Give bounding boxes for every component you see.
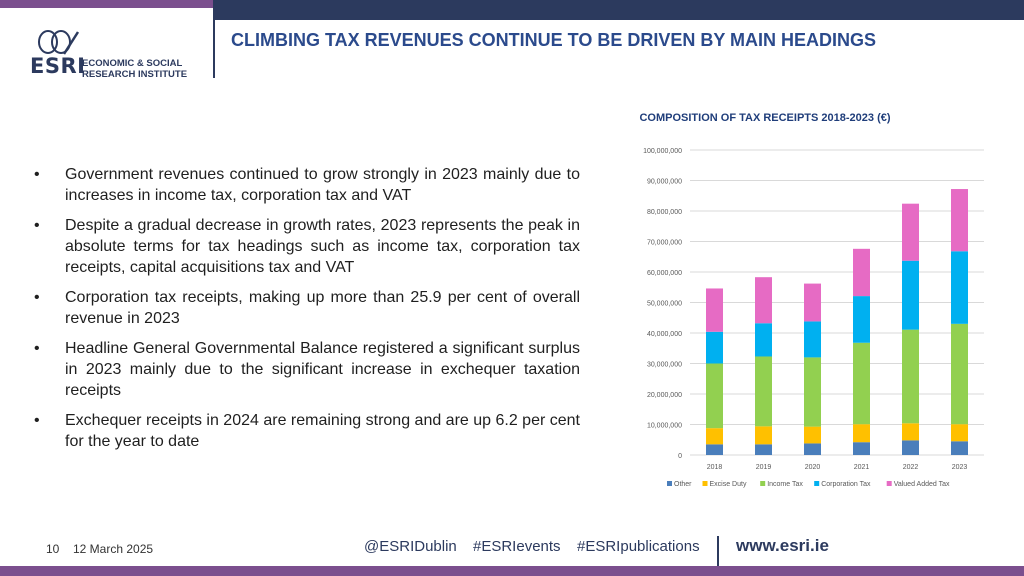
website-link[interactable]: www.esri.ie bbox=[736, 536, 829, 555]
bar-segment bbox=[853, 296, 870, 343]
bar-segment bbox=[755, 426, 772, 445]
bar-segment bbox=[755, 444, 772, 455]
bar-segment bbox=[853, 248, 870, 297]
y-tick-label: 20,000,000 bbox=[647, 392, 682, 399]
bar-segment bbox=[853, 442, 870, 455]
bar-segment bbox=[706, 363, 723, 429]
bar-segment bbox=[804, 283, 821, 322]
logo-acronym: ESRI bbox=[30, 54, 86, 78]
bullet-dot: • bbox=[34, 166, 40, 183]
y-tick-label: 10,000,000 bbox=[647, 423, 682, 430]
y-tick-label: 0 bbox=[678, 453, 682, 460]
y-tick-label: 30,000,000 bbox=[647, 362, 682, 369]
bullet-text: Despite a gradual decrease in growth rat… bbox=[65, 217, 580, 276]
legend-swatch bbox=[702, 481, 708, 486]
social-handle-link[interactable]: @ESRIDublin bbox=[364, 538, 457, 555]
bullet-text: Headline General Governmental Balance re… bbox=[65, 340, 580, 399]
legend-swatch bbox=[760, 481, 766, 486]
y-tick-label: 90,000,000 bbox=[647, 179, 682, 186]
hashtag-events-link[interactable]: #ESRIevents bbox=[473, 538, 561, 555]
bar-segment bbox=[804, 426, 821, 444]
y-tick-label: 100,000,000 bbox=[643, 148, 682, 155]
slide-date: 12 March 2025 bbox=[73, 542, 154, 556]
bar-segment bbox=[853, 424, 870, 443]
bar-segment bbox=[804, 443, 821, 455]
esri-logo[interactable]: ESRI ECONOMIC & SOCIAL RESEARCH INSTITUT… bbox=[30, 28, 210, 80]
bar-segment bbox=[804, 357, 821, 427]
y-tick-label: 40,000,000 bbox=[647, 331, 682, 338]
bar-segment bbox=[951, 323, 968, 425]
legend-swatch bbox=[886, 481, 892, 486]
y-tick-label: 80,000,000 bbox=[647, 209, 682, 216]
bullet-dot: • bbox=[34, 217, 40, 234]
footer-accent-bar bbox=[0, 566, 1024, 576]
legend-label: Excise Duty bbox=[710, 481, 747, 488]
bar-segment bbox=[853, 342, 870, 425]
bar-segment bbox=[902, 423, 919, 441]
slide-number: 10 bbox=[46, 542, 60, 556]
stacked-bar-chart: 0 10,000,000 20,000,000 30,000,000 40,000,00… bbox=[643, 148, 984, 488]
footer-divider bbox=[717, 536, 719, 566]
y-tick-label: 70,000,000 bbox=[647, 240, 682, 247]
bar-segment bbox=[902, 260, 919, 330]
bullet-dot: • bbox=[34, 412, 40, 429]
bar-segment bbox=[902, 440, 919, 455]
bar-segment bbox=[951, 189, 968, 252]
legend-label: Corporation Tax bbox=[821, 481, 871, 488]
legend-swatch bbox=[667, 481, 672, 486]
bullet-list: • Government revenues continued to grow s… bbox=[34, 164, 580, 461]
logo-divider bbox=[213, 20, 215, 78]
legend-swatch bbox=[814, 481, 820, 486]
logo-text-line1: ECONOMIC & SOCIAL bbox=[82, 58, 183, 69]
x-tick-label: 2021 bbox=[854, 464, 870, 471]
bullet-item: • Headline General Governmental Balance r… bbox=[34, 338, 580, 401]
bullet-text: Corporation tax receipts, making up more… bbox=[65, 289, 580, 327]
bar-segment bbox=[706, 444, 723, 455]
bullet-dot: • bbox=[34, 289, 40, 306]
bar-segment bbox=[902, 329, 919, 424]
bar-segment bbox=[706, 428, 723, 445]
bar-segment bbox=[902, 203, 919, 261]
legend-label: Income Tax bbox=[767, 481, 803, 488]
bullet-dot: • bbox=[34, 340, 40, 357]
page-title: CLIMBING TAX REVENUES CONTINUE TO BE DRI… bbox=[231, 30, 877, 50]
y-tick-label: 50,000,000 bbox=[647, 301, 682, 308]
bar-segment bbox=[755, 277, 772, 324]
x-tick-label: 2022 bbox=[903, 464, 919, 471]
bar-segment bbox=[951, 441, 968, 455]
bullet-text: Government revenues continued to grow st… bbox=[65, 166, 580, 204]
bar-segment bbox=[706, 288, 723, 332]
bullet-text: Exchequer receipts in 2024 are remaining… bbox=[65, 412, 580, 450]
bullet-item: • Corporation tax receipts, making up mor… bbox=[34, 287, 580, 329]
bar-segment bbox=[804, 321, 821, 358]
esri-swirl-logo-icon bbox=[38, 30, 80, 55]
x-tick-label: 2018 bbox=[707, 464, 723, 471]
bullet-item: • Exchequer receipts in 2024 are remainin… bbox=[34, 410, 580, 452]
logo-text-line2: RESEARCH INSTITUTE bbox=[82, 69, 188, 80]
x-tick-label: 2023 bbox=[952, 464, 968, 471]
top-accent-bar-left bbox=[0, 0, 213, 8]
x-tick-label: 2020 bbox=[805, 464, 821, 471]
bar-segment bbox=[951, 251, 968, 324]
legend-label: Valued Added Tax bbox=[894, 481, 950, 488]
hashtag-publications-link[interactable]: #ESRIpublications bbox=[577, 538, 700, 555]
y-tick-label: 60,000,000 bbox=[647, 270, 682, 277]
x-tick-label: 2019 bbox=[756, 464, 772, 471]
bullet-item: • Despite a gradual decrease in growth ra… bbox=[34, 215, 580, 278]
top-header-bar bbox=[213, 0, 1024, 20]
bar-segment bbox=[755, 356, 772, 427]
bar-segment bbox=[951, 424, 968, 442]
bar-segment bbox=[706, 331, 723, 364]
bullet-item: • Government revenues continued to grow s… bbox=[34, 164, 580, 206]
bar-segment bbox=[755, 323, 772, 357]
legend-label: Other bbox=[674, 481, 692, 488]
chart-title: COMPOSITION OF TAX RECEIPTS 2018-2023 (€… bbox=[639, 112, 891, 124]
